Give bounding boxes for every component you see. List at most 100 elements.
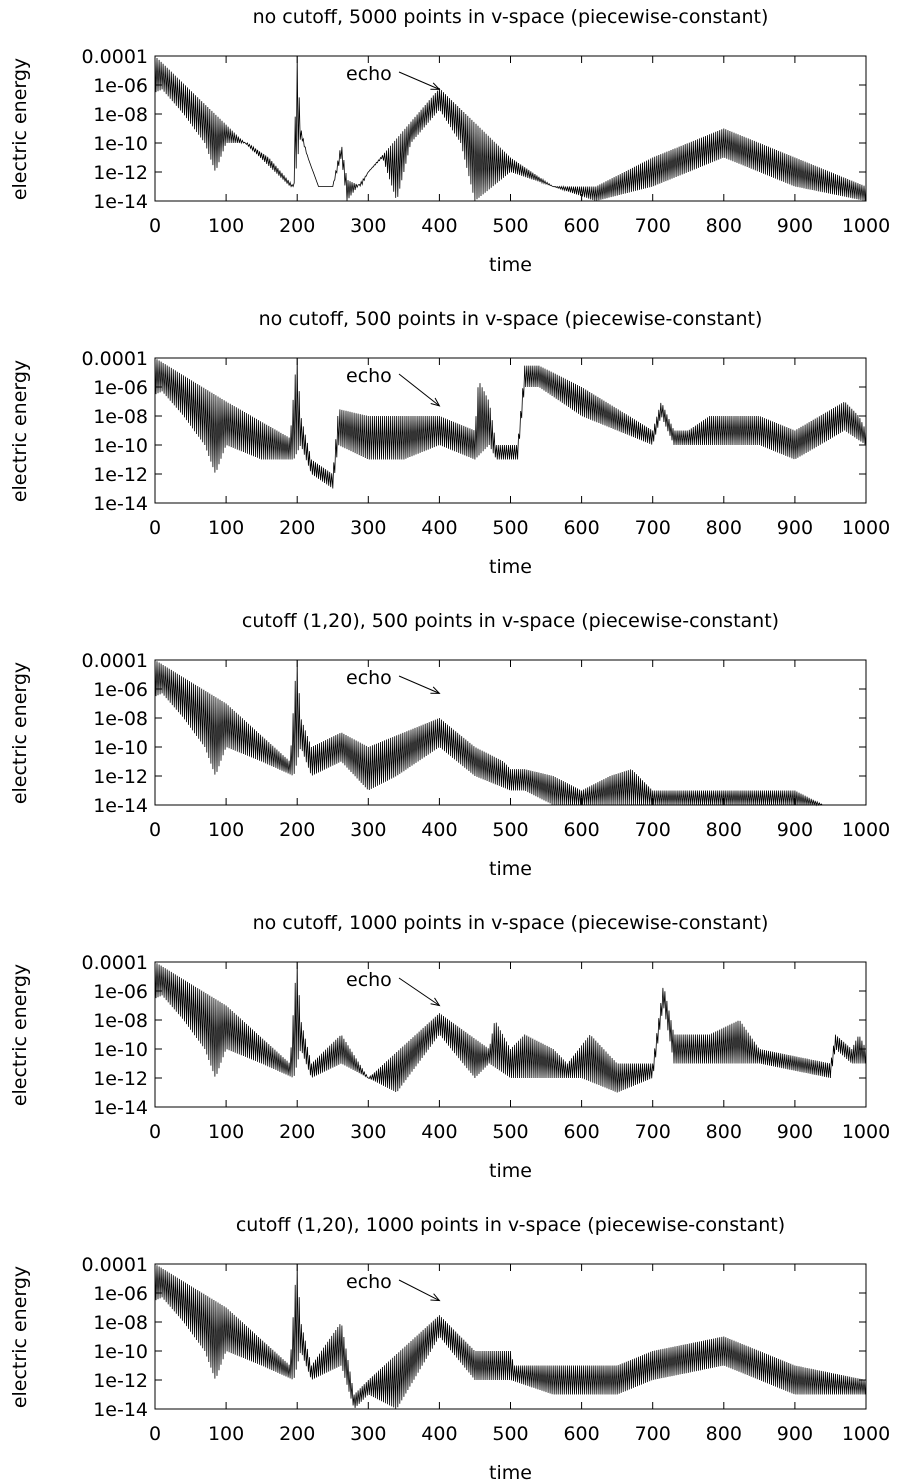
x-tick-label: 900 (777, 819, 813, 841)
plot-frame (154, 55, 867, 202)
x-tick-label: 200 (279, 819, 315, 841)
y-axis-label: electric energy (9, 360, 31, 502)
y-tick-label: 0.0001 (82, 348, 148, 370)
y-tick-label: 0.0001 (82, 1254, 148, 1276)
x-tick-label: 0 (149, 1121, 161, 1143)
echo-arrowhead (430, 397, 441, 407)
x-axis-label: time (489, 556, 532, 578)
x-tick-label: 800 (706, 1121, 742, 1143)
y-tick-label: 1e-10 (93, 133, 148, 155)
chart-title: no cutoff, 1000 points in v-space (piece… (253, 912, 769, 934)
x-tick-label: 0 (149, 517, 161, 539)
echo-arrow (398, 1279, 440, 1302)
x-tick-label: 200 (279, 1121, 315, 1143)
y-tick-label: 1e-08 (93, 1010, 148, 1032)
x-tick-label: 700 (635, 819, 671, 841)
y-tick-label: 1e-08 (93, 1312, 148, 1334)
x-tick-label: 900 (777, 1121, 813, 1143)
echo-arrow (398, 71, 440, 90)
x-tick-label: 500 (492, 215, 528, 237)
y-tick-label: 1e-14 (93, 795, 148, 817)
y-tick-label: 1e-08 (93, 708, 148, 730)
chart-title: no cutoff, 5000 points in v-space (piece… (253, 6, 769, 28)
echo-arrowhead (430, 1293, 441, 1302)
y-tick-label: 1e-10 (93, 1039, 148, 1061)
y-tick-label: 1e-12 (93, 162, 148, 184)
x-tick-label: 600 (563, 1121, 599, 1143)
y-axis-label: electric energy (9, 1266, 31, 1408)
chart-title: cutoff (1,20), 1000 points in v-space (p… (236, 1214, 785, 1236)
y-tick-label: 1e-10 (93, 435, 148, 457)
x-tick-label: 400 (421, 1423, 457, 1445)
x-tick-label: 400 (421, 215, 457, 237)
x-tick-label: 1000 (842, 819, 890, 841)
echo-arrowhead (430, 686, 441, 694)
y-tick-label: 1e-06 (93, 679, 148, 701)
y-tick-label: 1e-06 (93, 377, 148, 399)
y-tick-label: 0.0001 (82, 46, 148, 68)
y-tick-label: 1e-14 (93, 1399, 148, 1421)
x-tick-label: 900 (777, 1423, 813, 1445)
x-tick-label: 600 (563, 819, 599, 841)
x-axis-label: time (489, 254, 532, 276)
x-tick-label: 300 (350, 1423, 386, 1445)
x-tick-label: 0 (149, 1423, 161, 1445)
y-tick-label: 0.0001 (82, 952, 148, 974)
plot-frame (154, 357, 867, 504)
echo-annotation: echo (346, 969, 392, 991)
echo-arrow (398, 977, 440, 1006)
x-tick-label: 400 (421, 517, 457, 539)
series-line-1 (154, 961, 867, 1093)
x-tick-label: 100 (208, 1423, 244, 1445)
plot-frame (154, 1263, 867, 1410)
y-tick-label: 1e-08 (93, 104, 148, 126)
echo-arrow (398, 373, 440, 407)
x-tick-label: 300 (350, 1121, 386, 1143)
x-tick-label: 200 (279, 517, 315, 539)
series-line-1 (154, 659, 866, 807)
x-tick-label: 400 (421, 819, 457, 841)
y-tick-label: 1e-06 (93, 981, 148, 1003)
x-tick-label: 700 (635, 1121, 671, 1143)
x-tick-label: 700 (635, 1423, 671, 1445)
x-tick-label: 300 (350, 215, 386, 237)
y-tick-label: 1e-10 (93, 1341, 148, 1363)
y-tick-label: 1e-14 (93, 191, 148, 213)
x-tick-label: 900 (777, 215, 813, 237)
x-tick-label: 500 (492, 1121, 528, 1143)
y-tick-label: 1e-06 (93, 75, 148, 97)
echo-annotation: echo (346, 365, 392, 387)
echo-arrowhead (430, 997, 441, 1007)
x-tick-label: 200 (279, 1423, 315, 1445)
x-tick-label: 800 (706, 1423, 742, 1445)
y-tick-label: 1e-12 (93, 1068, 148, 1090)
series-line-1 (154, 1263, 867, 1409)
y-tick-label: 1e-06 (93, 1283, 148, 1305)
x-tick-label: 700 (635, 215, 671, 237)
x-tick-label: 600 (563, 215, 599, 237)
echo-arrowhead (430, 82, 441, 90)
chart-title: cutoff (1,20), 500 points in v-space (pi… (242, 610, 779, 632)
y-tick-label: 0.0001 (82, 650, 148, 672)
echo-annotation: echo (346, 63, 392, 85)
x-axis-label: time (489, 1160, 532, 1182)
x-tick-label: 900 (777, 517, 813, 539)
x-tick-label: 700 (635, 517, 671, 539)
x-tick-label: 800 (706, 517, 742, 539)
chart-title: no cutoff, 500 points in v-space (piecew… (259, 308, 763, 330)
plot-frame (154, 961, 867, 1108)
x-tick-label: 100 (208, 517, 244, 539)
x-tick-label: 0 (149, 819, 161, 841)
x-tick-label: 100 (208, 1121, 244, 1143)
y-tick-label: 1e-12 (93, 766, 148, 788)
echo-annotation: echo (346, 667, 392, 689)
y-axis-label: electric energy (9, 964, 31, 1106)
x-tick-label: 600 (563, 517, 599, 539)
x-tick-label: 500 (492, 819, 528, 841)
echo-arrow (398, 675, 440, 694)
x-tick-label: 300 (350, 819, 386, 841)
x-tick-label: 500 (492, 517, 528, 539)
y-axis-label: electric energy (9, 58, 31, 200)
